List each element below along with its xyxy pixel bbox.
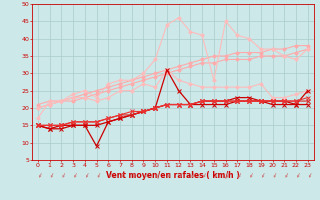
X-axis label: Vent moyen/en rafales ( km/h ): Vent moyen/en rafales ( km/h ) — [106, 171, 240, 180]
